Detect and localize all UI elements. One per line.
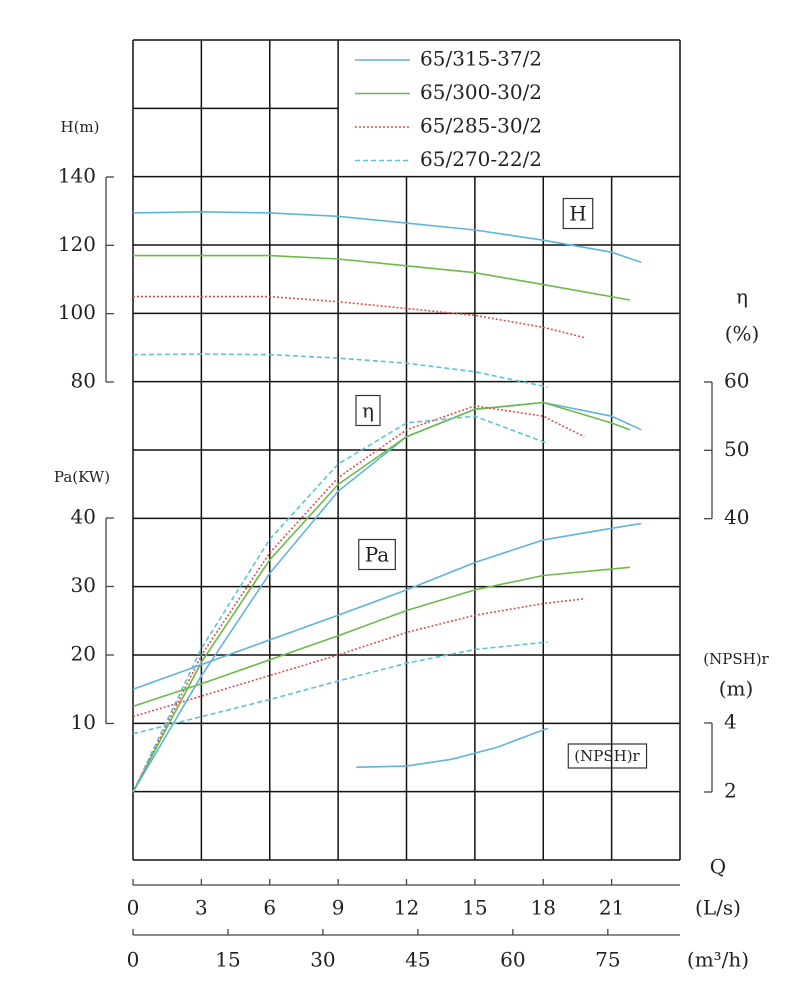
legend-label: 65/270-22/2 — [420, 147, 542, 171]
x2-tick-label: 60 — [500, 948, 525, 972]
x-tick-label: 0 — [127, 896, 140, 920]
panel-label: H — [569, 202, 586, 226]
y-tick-label: 20 — [71, 642, 96, 666]
curve — [133, 295, 585, 339]
y-tick-label: 40 — [71, 505, 96, 529]
y-tick-label: 140 — [58, 164, 96, 188]
y-tick-label: 30 — [71, 573, 96, 597]
x2-tick-label: 30 — [310, 948, 335, 972]
curve — [133, 254, 631, 301]
y-axis-title: η — [736, 285, 748, 309]
panel-label-box — [567, 743, 648, 769]
y-tick-label: 100 — [58, 300, 96, 324]
curve — [132, 641, 548, 735]
legend-label: 65/315-37/2 — [420, 47, 542, 71]
y-tick-label: 10 — [71, 710, 96, 734]
y-tick-label: 4 — [724, 710, 737, 734]
panel-label-box — [355, 394, 381, 427]
x-tick-label: 9 — [332, 896, 345, 920]
panel-label: Pa — [365, 543, 390, 567]
y-tick-label: 80 — [71, 369, 96, 393]
panel-label: η — [362, 399, 374, 423]
curve — [132, 210, 642, 264]
y-axis-title: Pa(KW) — [54, 468, 110, 486]
curve — [132, 353, 548, 388]
y-tick-label: 120 — [58, 232, 96, 256]
curve — [132, 566, 630, 708]
panel-label-box — [562, 197, 594, 230]
x2-tick-label: 75 — [595, 948, 620, 972]
curve — [132, 405, 585, 793]
y-tick-label: 2 — [724, 779, 737, 803]
x-axis-title: Q — [710, 855, 726, 879]
y-tick-label: 60 — [724, 369, 749, 393]
x-axis-unit: (L/s) — [695, 896, 741, 920]
legend-label: 65/300-30/2 — [420, 80, 542, 104]
x2-tick-label: 15 — [215, 948, 240, 972]
y-axis-unit: (m) — [719, 677, 754, 701]
x-tick-label: 15 — [462, 896, 487, 920]
x-tick-label: 6 — [263, 896, 276, 920]
x-tick-label: 12 — [394, 896, 419, 920]
curve — [132, 401, 631, 793]
curve — [132, 415, 549, 793]
y-axis-unit: (%) — [725, 322, 760, 346]
curve — [132, 522, 642, 691]
x2-tick-label: 45 — [405, 948, 430, 972]
x-tick-label: 21 — [599, 896, 624, 920]
panel-label: (NPSH)r — [574, 747, 640, 765]
curve — [356, 727, 549, 768]
legend-label: 65/285-30/2 — [420, 114, 542, 138]
y-axis-title: H(m) — [60, 118, 99, 136]
x-tick-label: 18 — [531, 896, 556, 920]
y-tick-label: 40 — [724, 505, 749, 529]
y-tick-label: 50 — [724, 437, 749, 461]
x2-axis-unit: (m³/h) — [687, 948, 749, 972]
x-tick-label: 3 — [195, 896, 208, 920]
y-axis-title: (NPSH)r — [703, 650, 769, 668]
panel-label-box — [358, 538, 396, 571]
x2-tick-label: 0 — [127, 948, 140, 972]
